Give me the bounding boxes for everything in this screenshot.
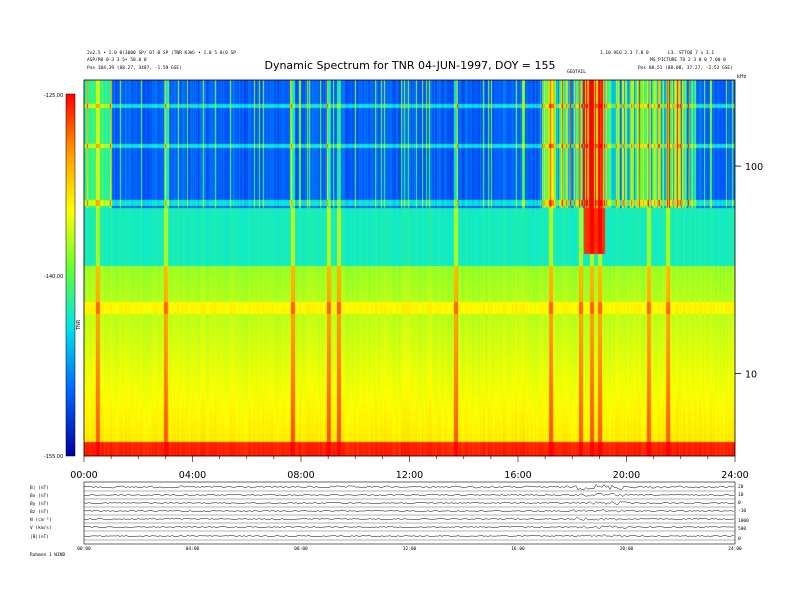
x-tick-label: 08:00 <box>287 470 314 481</box>
panel-right-tick: 500 <box>738 526 746 532</box>
panel-x-tick: 20:00 <box>620 546 634 552</box>
panel-x-tick: 16:00 <box>511 546 525 552</box>
panel-label: By (nT) <box>30 501 49 507</box>
panel-label: Bz (nT) <box>30 509 49 515</box>
panel-right-tick: -10 <box>738 508 746 514</box>
spectrogram <box>84 80 735 456</box>
panel-x-tick: 04:00 <box>186 546 200 552</box>
panel-trace <box>83 525 735 529</box>
panel-x-tick: 08:00 <box>294 546 308 552</box>
spectrogram-image <box>84 80 735 456</box>
header-info-right-4: Pos 88.51 (88.08, 37.27, -2.52 GSE) <box>638 65 733 71</box>
x-tick-label: 12:00 <box>396 470 423 481</box>
colorbar-tick-mid: -140.00 <box>44 274 63 280</box>
y-tick-label-10: 10 <box>745 369 757 380</box>
header-info-right-2: L3. STTOO 7 s 3.1 <box>668 50 714 56</box>
colorbar <box>66 94 75 456</box>
x-tick-label: 20:00 <box>613 470 640 481</box>
panel-trace <box>83 534 735 538</box>
y-unit-label: kHz <box>737 74 747 80</box>
x-tick-label: 24:00 <box>721 470 748 481</box>
header-info-right-1: 1.10 VEO 2.3 7.0 0 <box>600 50 649 56</box>
header-info-left-3: Pos 104.39 (88.27, 3487, -1.59 GSE) <box>87 65 182 71</box>
colorbar-tick-bottom: -155.00 <box>44 454 63 460</box>
panel-label: N (cm⁻³) <box>30 517 52 523</box>
header-info-left-2: ASP/R0 0-3 3 5• 50.0 0 <box>87 57 147 63</box>
panel-x-tick: 12:00 <box>403 546 417 552</box>
panel-label: |B|(nT) <box>30 534 49 540</box>
panel-trace <box>83 517 735 521</box>
x-tick-label: 00:00 <box>70 470 97 481</box>
colorbar-label: TNR <box>76 319 82 331</box>
x-axis: 00:00 04:00 08:00 12:00 16:00 20:00 24:0… <box>70 456 749 481</box>
panel-right-tick: 10 <box>738 492 744 498</box>
panel-trace <box>83 484 735 491</box>
x-tick-label: 16:00 <box>504 470 531 481</box>
x-tick-label: 04:00 <box>179 470 206 481</box>
panel-trace <box>83 493 735 497</box>
footer-label: Rahmen 1 WIND <box>30 552 66 558</box>
panel-label: Bx (nT) <box>30 493 49 499</box>
panel-right-tick: 20 <box>738 484 744 490</box>
panel-x-tick: 00:00 <box>77 546 91 552</box>
parameter-panels: B| (nT) Bx (nT) By (nT) Bz (nT) N (cm⁻³)… <box>30 481 749 558</box>
panel-label: V (km/s) <box>30 525 52 531</box>
y-axis: 100 10 kHz <box>735 74 763 380</box>
y-tick-label-100: 100 <box>745 162 763 173</box>
panel-right-tick: 1000 <box>738 518 749 524</box>
panel-trace <box>83 509 735 513</box>
panel-trace <box>83 501 735 505</box>
panel-x-tick: 24:00 <box>728 546 742 552</box>
panels-frame <box>83 481 736 545</box>
header-info-left-1: 2x2.5 • 1.0 0(3000 SP/ 07.0 SP (TNR K3W)… <box>87 50 236 56</box>
marker-label: GEOTAIL <box>567 69 586 75</box>
panel-traces <box>83 484 735 541</box>
header-info-right-3: MS_PICTURE TO 2 3 0 0 7.00 0 <box>650 57 726 63</box>
panel-right-tick: 0 <box>738 500 741 506</box>
panel-label: B| (nT) <box>30 485 49 491</box>
colorbar-tick-top: -125.00 <box>44 93 63 99</box>
panel-right-tick: 0 <box>738 536 741 542</box>
chart-title: Dynamic Spectrum for TNR 04-JUN-1997, DO… <box>264 59 555 72</box>
